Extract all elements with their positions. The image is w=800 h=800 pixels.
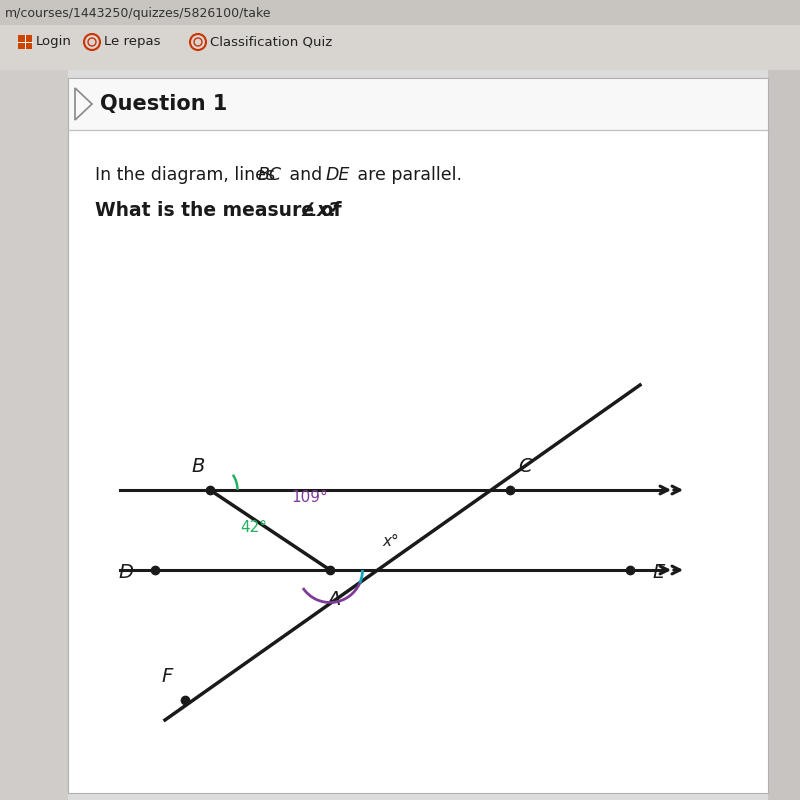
Text: Login: Login <box>36 35 72 49</box>
Text: In the diagram, lines: In the diagram, lines <box>95 166 281 184</box>
Text: are parallel.: are parallel. <box>352 166 462 184</box>
Text: B: B <box>191 457 205 476</box>
Text: ∠: ∠ <box>300 201 317 219</box>
Bar <box>768 70 800 800</box>
Text: E: E <box>652 562 664 582</box>
Text: A: A <box>327 590 341 609</box>
Text: C: C <box>518 457 532 476</box>
Bar <box>18 35 32 49</box>
Bar <box>0 0 800 25</box>
Bar <box>0 25 800 70</box>
Text: and: and <box>284 166 328 184</box>
Text: Le repas: Le repas <box>104 35 161 49</box>
Text: D: D <box>118 562 133 582</box>
Text: F: F <box>162 667 173 686</box>
Text: Classification Quiz: Classification Quiz <box>210 35 332 49</box>
Text: Question 1: Question 1 <box>100 94 227 114</box>
Bar <box>0 70 68 800</box>
Text: 42°: 42° <box>240 520 267 535</box>
Text: x°: x° <box>382 534 398 550</box>
Text: DE: DE <box>326 166 350 184</box>
Text: What is the measure of: What is the measure of <box>95 201 348 219</box>
Text: m/courses/1443250/quizzes/5826100/take: m/courses/1443250/quizzes/5826100/take <box>5 6 271 19</box>
Bar <box>68 78 768 793</box>
Bar <box>68 78 768 130</box>
Text: x?: x? <box>317 201 340 219</box>
Text: BC: BC <box>258 166 282 184</box>
Text: 109°: 109° <box>292 490 328 505</box>
